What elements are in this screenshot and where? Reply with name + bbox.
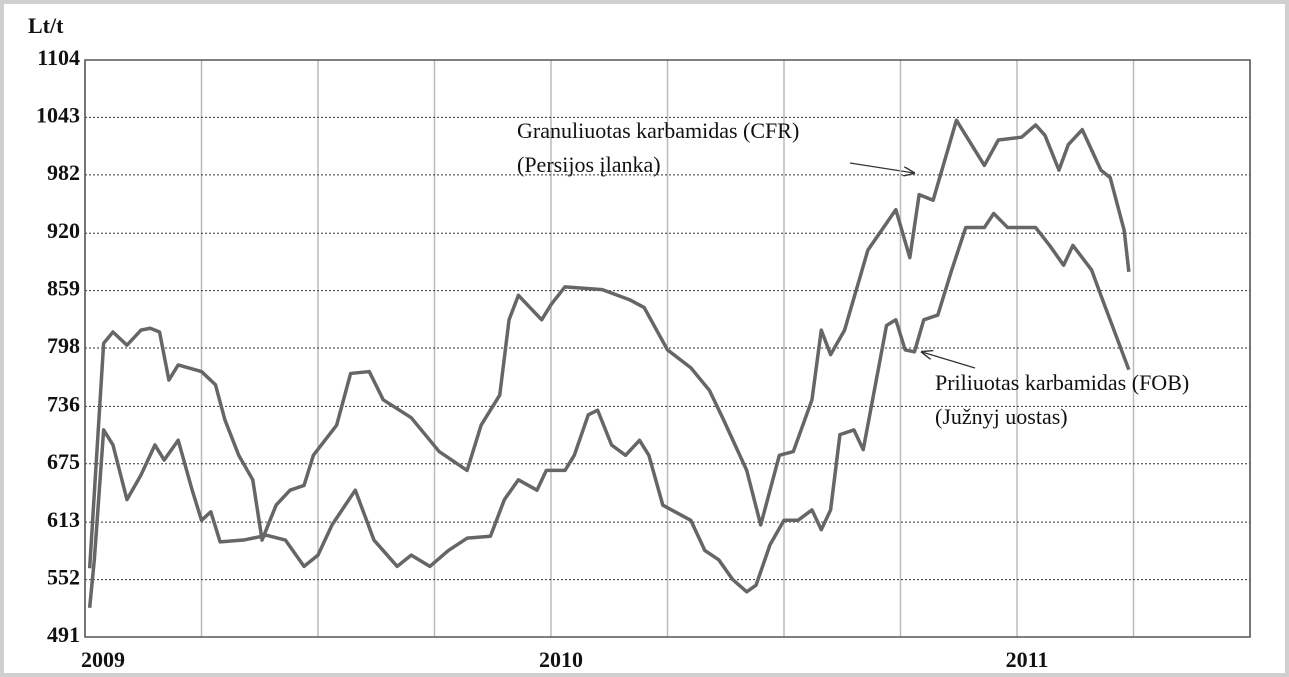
y-tick-label: 736 — [47, 391, 80, 416]
annotation: Granuliuotas karbamidas (CFR) — [517, 118, 799, 143]
annotation: Priliuotas karbamidas (FOB) — [935, 370, 1189, 395]
annotation: (Južnyj uostas) — [935, 404, 1068, 429]
y-tick-label: 675 — [47, 449, 80, 474]
y-axis-label: Lt/t — [28, 13, 64, 38]
line-series — [87, 211, 1131, 608]
plot-border — [84, 59, 1251, 638]
y-tick-label: 613 — [47, 507, 80, 532]
y-tick-label: 982 — [47, 160, 80, 185]
line-series — [87, 118, 1131, 569]
y-tick-label: 491 — [47, 622, 80, 647]
annotation: (Persijos įlanka) — [517, 152, 661, 177]
y-tick-label: 1043 — [36, 102, 80, 127]
annotation-arrow — [849, 162, 914, 173]
y-tick-label: 920 — [47, 218, 80, 243]
x-tick-label: 2011 — [1006, 647, 1049, 672]
y-tick-label: 1104 — [37, 45, 80, 70]
x-tick-label: 2010 — [539, 647, 583, 672]
y-tick-label: 798 — [47, 333, 80, 358]
annotation-arrow — [922, 352, 976, 369]
x-tick-label: 2009 — [81, 647, 125, 672]
y-tick-label: 552 — [47, 565, 80, 590]
y-tick-label: 859 — [47, 276, 80, 301]
